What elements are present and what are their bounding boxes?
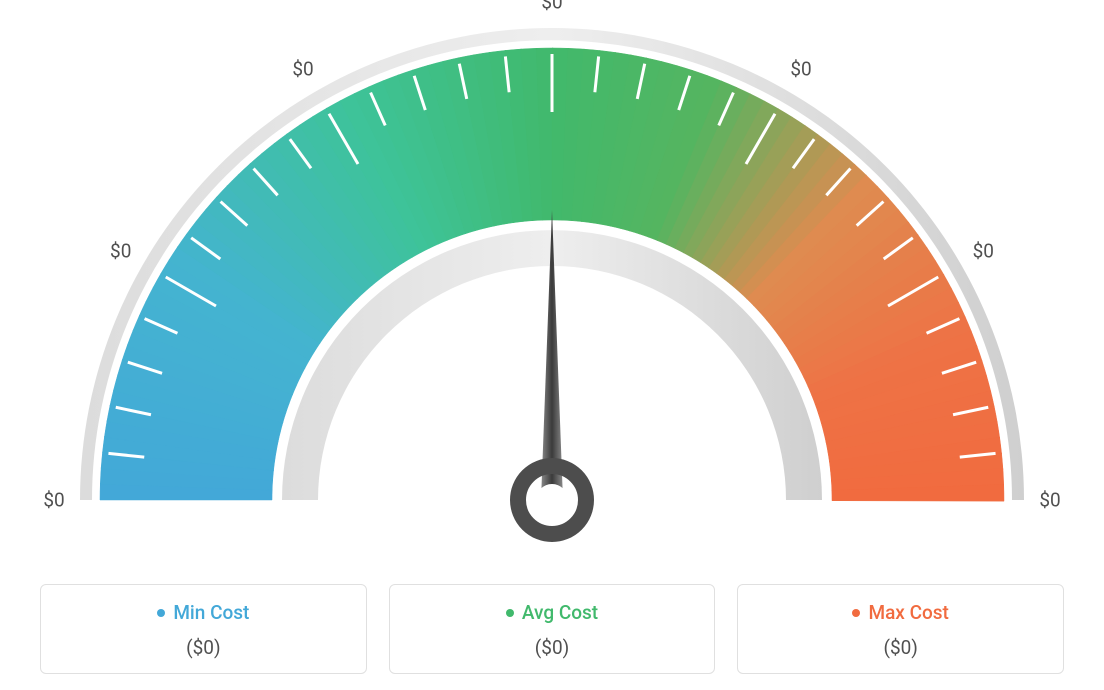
legend-value-max: ($0) — [748, 636, 1053, 659]
gauge-chart: $0 $0 $0 $0 $0 $0 $0 — [0, 0, 1104, 560]
gauge-tick-label: $0 — [973, 240, 994, 263]
legend-dot-avg — [506, 609, 514, 617]
legend-label-avg: Avg Cost — [522, 601, 598, 624]
legend-card-avg: Avg Cost ($0) — [389, 584, 716, 674]
legend-value-avg: ($0) — [400, 636, 705, 659]
gauge-tick-label: $0 — [43, 489, 64, 512]
legend-label-min: Min Cost — [173, 601, 249, 624]
legend-value-min: ($0) — [51, 636, 356, 659]
legend-card-min: Min Cost ($0) — [40, 584, 367, 674]
legend-dot-max — [852, 609, 860, 617]
gauge-tick-label: $0 — [1039, 489, 1060, 512]
gauge-tick-label: $0 — [292, 57, 313, 80]
legend-dot-min — [157, 609, 165, 617]
legend-card-max: Max Cost ($0) — [737, 584, 1064, 674]
gauge-tick-label: $0 — [790, 57, 811, 80]
gauge-tick-label: $0 — [110, 240, 131, 263]
gauge-tick-label: $0 — [541, 0, 562, 14]
legend-row: Min Cost ($0) Avg Cost ($0) Max Cost ($0… — [40, 584, 1064, 674]
gauge-svg — [0, 0, 1104, 560]
legend-label-max: Max Cost — [868, 601, 948, 624]
